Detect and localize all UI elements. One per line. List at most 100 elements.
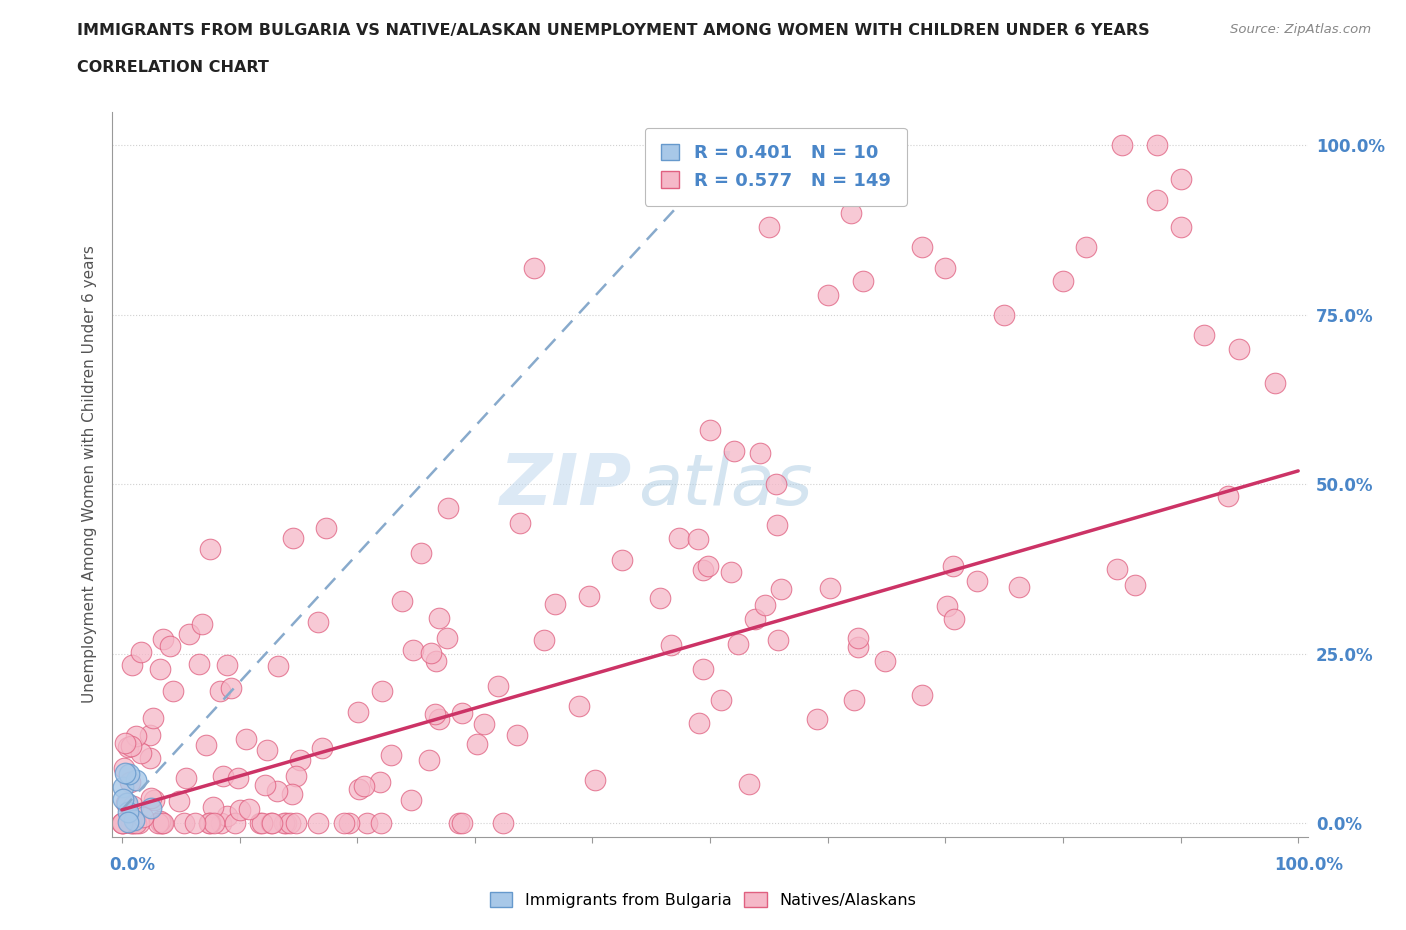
Point [125, 816, 148, 830]
Point [875, 152, 897, 166]
Point [152, 816, 174, 830]
Point [118, 766, 141, 781]
Point [447, 816, 470, 830]
Point [568, 698, 591, 713]
Point [120, 739, 142, 754]
Point [121, 798, 143, 813]
Point [162, 684, 184, 698]
Point [411, 546, 433, 561]
Point [943, 611, 966, 626]
Point [250, 816, 273, 830]
Point [142, 792, 165, 807]
Point [692, 661, 714, 676]
Point [117, 815, 139, 830]
Point [114, 765, 136, 780]
Point [427, 611, 450, 626]
Point [249, 816, 271, 830]
Point [766, 632, 789, 647]
Point [202, 800, 225, 815]
Point [852, 273, 875, 288]
Point [1076, 240, 1098, 255]
Text: atlas: atlas [638, 451, 813, 520]
Point [401, 792, 423, 807]
Point [195, 737, 218, 752]
Point [115, 796, 138, 811]
Point [337, 816, 360, 830]
Point [436, 631, 458, 645]
Point [993, 308, 1015, 323]
Point [347, 781, 370, 796]
Point [284, 768, 307, 783]
Point [129, 644, 152, 659]
Point [117, 739, 139, 754]
Point [423, 707, 446, 722]
Point [1146, 138, 1168, 153]
Point [465, 737, 488, 751]
Point [765, 477, 787, 492]
Point [817, 287, 839, 302]
Point [371, 684, 394, 698]
Point [219, 681, 242, 696]
Point [111, 791, 134, 806]
Point [688, 715, 710, 730]
Text: ZIP: ZIP [501, 451, 633, 520]
Point [451, 705, 474, 720]
Point [391, 593, 413, 608]
Point [260, 816, 283, 830]
Point [149, 814, 172, 829]
Point [212, 768, 235, 783]
Point [281, 787, 304, 802]
Point [1218, 488, 1240, 503]
Point [278, 816, 301, 830]
Point [152, 631, 174, 646]
Point [380, 748, 402, 763]
Point [333, 816, 356, 830]
Point [142, 711, 165, 725]
Point [368, 775, 391, 790]
Point [307, 816, 329, 830]
Point [425, 653, 447, 668]
Point [114, 736, 136, 751]
Point [1170, 172, 1192, 187]
Point [1227, 341, 1250, 356]
Point [523, 260, 546, 275]
Point [710, 693, 733, 708]
Point [873, 653, 896, 668]
Point [208, 684, 231, 698]
Point [273, 816, 295, 830]
Point [141, 801, 163, 816]
Point [842, 693, 865, 708]
Y-axis label: Unemployment Among Women with Children Under 6 years: Unemployment Among Women with Children U… [82, 246, 97, 703]
Point [235, 731, 257, 746]
Point [138, 751, 160, 765]
Point [111, 779, 134, 794]
Legend: Immigrants from Bulgaria, Natives/Alaskans: Immigrants from Bulgaria, Natives/Alaska… [484, 885, 922, 914]
Point [139, 728, 162, 743]
Point [117, 804, 139, 819]
Point [191, 617, 214, 631]
Point [149, 661, 172, 676]
Point [150, 816, 173, 830]
Point [307, 615, 329, 630]
Point [472, 716, 495, 731]
Point [765, 518, 787, 533]
Point [612, 552, 634, 567]
Point [215, 808, 238, 823]
Text: 100.0%: 100.0% [1274, 856, 1343, 873]
Point [112, 760, 135, 775]
Point [419, 645, 441, 660]
Point [451, 816, 474, 830]
Point [111, 816, 134, 830]
Point [198, 816, 221, 830]
Text: CORRELATION CHART: CORRELATION CHART [77, 60, 269, 75]
Point [648, 591, 671, 605]
Point [427, 711, 450, 726]
Point [149, 816, 172, 830]
Point [311, 741, 333, 756]
Point [578, 588, 600, 603]
Point [262, 816, 284, 830]
Point [188, 657, 211, 671]
Point [1264, 376, 1286, 391]
Point [129, 746, 152, 761]
Point [661, 638, 683, 653]
